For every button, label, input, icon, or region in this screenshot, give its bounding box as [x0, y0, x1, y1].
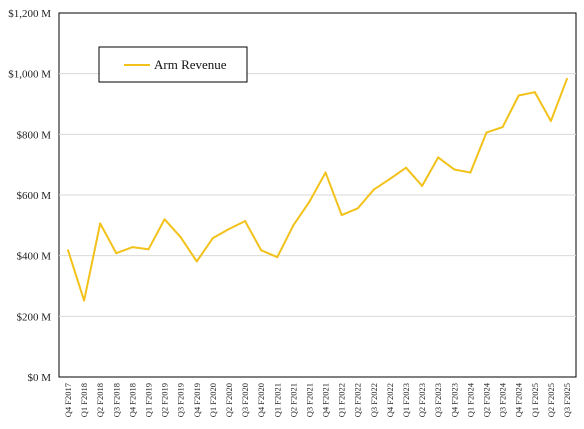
- x-tick-label: Q4 F2023: [449, 383, 459, 417]
- x-tick-label: Q3 F2024: [498, 382, 508, 417]
- x-tick-label: Q4 F2020: [256, 383, 266, 417]
- x-tick-label: Q1 F2020: [208, 383, 218, 417]
- x-tick-label: Q1 F2021: [272, 383, 282, 417]
- x-tick-label: Q2 F2019: [160, 383, 170, 417]
- series-line-arm-revenue: [67, 78, 568, 302]
- y-tick-label: $1,200 M: [8, 8, 51, 20]
- x-tick-label: Q4 F2024: [514, 382, 524, 417]
- data-point: [485, 131, 488, 134]
- x-tick-label: Q2 F2025: [546, 383, 556, 417]
- data-point: [260, 249, 263, 252]
- x-tick-label: Q4 F2019: [192, 383, 202, 417]
- data-point: [195, 260, 198, 263]
- series-lines: [67, 77, 568, 302]
- x-tick-label: Q3 F2021: [304, 383, 314, 417]
- data-point: [244, 220, 247, 223]
- x-tick-label: Q2 F2022: [353, 383, 363, 417]
- x-tick-label: Q1 F2025: [530, 383, 540, 417]
- x-tick-label: Q3 F2019: [176, 383, 186, 417]
- legend: Arm Revenue: [98, 46, 248, 83]
- y-tick-label: $0 M: [27, 372, 51, 384]
- x-tick-label: Q4 F2018: [127, 383, 137, 417]
- data-point: [388, 177, 391, 180]
- x-tick-label: Q4 F2022: [385, 383, 395, 417]
- x-tick-label: Q1 F2022: [337, 383, 347, 417]
- data-point: [308, 200, 311, 203]
- x-tick-label: Q3 F2018: [111, 383, 121, 417]
- data-point: [99, 222, 102, 225]
- x-tick-label: Q2 F2018: [95, 383, 105, 417]
- data-point: [324, 171, 327, 174]
- data-point: [501, 126, 504, 129]
- legend-label-arm-revenue: Arm Revenue: [154, 57, 227, 72]
- data-point: [421, 184, 424, 187]
- data-point: [437, 156, 440, 159]
- data-point: [517, 94, 520, 97]
- y-tick-label: $400 M: [16, 251, 51, 263]
- data-point: [131, 246, 134, 249]
- legend-box: [98, 46, 248, 83]
- data-point: [340, 214, 343, 217]
- x-tick-label: Q1 F2024: [465, 382, 475, 417]
- data-point: [533, 91, 536, 94]
- x-tick-label: Q2 F2024: [482, 382, 492, 417]
- x-axis-tick-labels: Q4 F2017 Q1 F2018 Q2 F2018 Q3 F2018 Q4 F2018…: [63, 382, 572, 417]
- x-tick-label: Q4 F2021: [321, 383, 331, 417]
- y-axis-tick-labels: $0 M $200 M $400 M $600 M $800 M $1,000 M $1,2…: [8, 8, 51, 384]
- x-tick-label: Q1 F2018: [79, 383, 89, 417]
- data-point: [163, 218, 166, 221]
- x-tick-label: Q3 F2023: [433, 383, 443, 417]
- x-tick-label: Q1 F2019: [143, 383, 153, 417]
- data-point: [83, 299, 86, 302]
- data-point: [453, 168, 456, 171]
- x-tick-label: Q3 F2020: [240, 383, 250, 417]
- data-point: [67, 249, 69, 252]
- data-point: [179, 236, 182, 239]
- data-point: [469, 171, 472, 174]
- data-point: [115, 252, 118, 255]
- x-tick-label: Q2 F2021: [288, 383, 298, 417]
- y-tick-label: $800 M: [16, 129, 51, 141]
- data-point: [405, 166, 408, 169]
- data-point: [227, 227, 230, 230]
- x-tick-label: Q2 F2023: [417, 383, 427, 417]
- data-point: [549, 119, 552, 122]
- x-tick-label: Q3 F2022: [369, 383, 379, 417]
- y-tick-label: $200 M: [16, 311, 51, 323]
- x-tick-label: Q1 F2023: [401, 383, 411, 417]
- data-point: [356, 207, 359, 210]
- data-point: [211, 237, 214, 240]
- x-tick-label: Q2 F2020: [224, 383, 234, 417]
- y-tick-label: $1,000 M: [8, 69, 51, 81]
- x-tick-label: Q3 F2025: [562, 383, 572, 417]
- data-point: [566, 77, 568, 80]
- x-tick-label: Q4 F2017: [63, 383, 73, 417]
- data-point: [276, 256, 279, 259]
- y-tick-label: $600 M: [16, 190, 51, 202]
- data-point: [292, 224, 295, 227]
- data-point: [372, 188, 375, 191]
- data-point: [147, 248, 150, 251]
